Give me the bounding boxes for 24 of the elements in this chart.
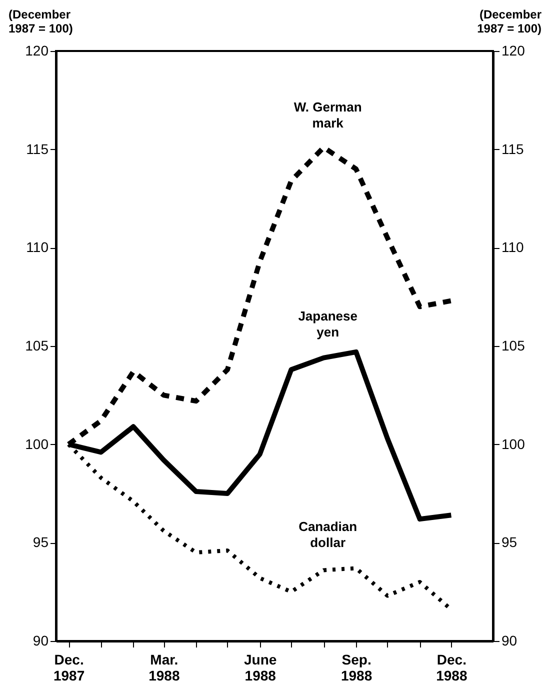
y2-tick-label: 120 <box>502 42 526 58</box>
y2-tick-label: 90 <box>502 632 518 648</box>
y-tick-label: 90 <box>32 632 49 648</box>
y2-axis-title: (December 1987 = 100) <box>477 8 542 36</box>
x-tick-label: June 1988 <box>244 652 277 684</box>
y-tick-label: 100 <box>25 436 49 452</box>
series-label: Canadian dollar <box>298 519 358 550</box>
y-tick-label: 95 <box>32 534 49 550</box>
y2-tick-label: 110 <box>502 239 524 256</box>
x-tick-label: Sep. 1988 <box>340 652 372 684</box>
y-tick-label: 120 <box>25 42 49 58</box>
y-axis-title: (December 1987 = 100) <box>8 8 73 36</box>
text: W. German mark <box>294 100 362 131</box>
y2-tick-label: 105 <box>502 338 526 354</box>
y2-tick-label: 115 <box>502 140 524 157</box>
y-tick-label: 110 <box>26 239 49 256</box>
y2-tick-label: 100 <box>502 436 526 452</box>
x-tick-label: Dec. 1987 <box>53 652 85 684</box>
series-label: Japanese yen <box>298 308 358 340</box>
x-tick-label: Dec. 1988 <box>436 652 468 684</box>
y-tick-label: 115 <box>26 140 49 157</box>
y2-tick-label: 95 <box>502 534 518 550</box>
x-tick-label: Mar. 1988 <box>148 652 180 684</box>
y-tick-label: 105 <box>25 338 49 354</box>
